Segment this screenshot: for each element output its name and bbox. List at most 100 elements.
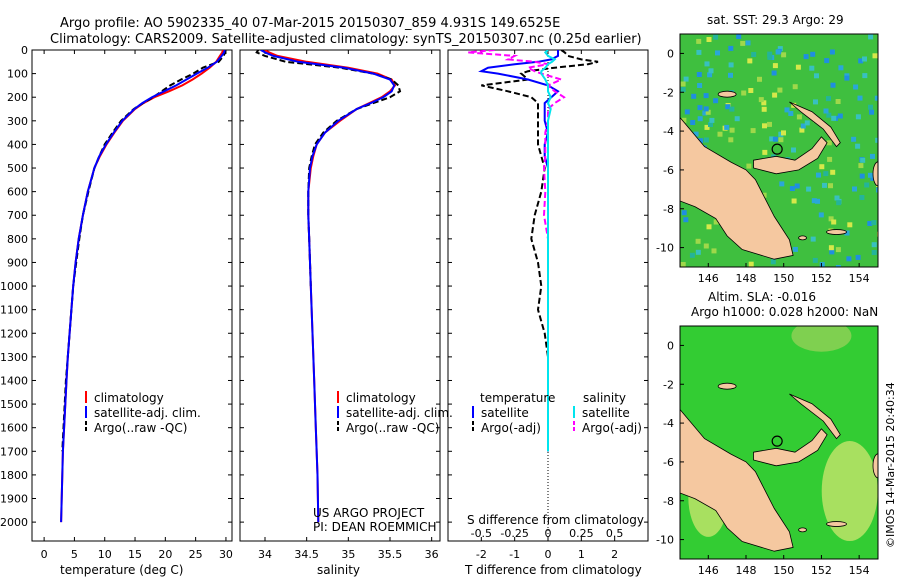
sst-cell: [696, 38, 702, 44]
series-line-satellite-adj-clim-: [260, 50, 396, 523]
x-tick-label: 10: [98, 548, 112, 561]
depth-tick-label: 200: [7, 91, 28, 104]
depth-tick-label: 700: [7, 209, 28, 222]
sst-cell: [822, 182, 827, 188]
lat-tick-label: 0: [667, 47, 674, 60]
lat-tick-label: -2: [663, 378, 674, 391]
sst-cell: [788, 111, 794, 116]
bougainville-land: [872, 161, 878, 187]
island-land: [826, 521, 847, 527]
sst-cell: [767, 121, 772, 127]
sla-map-title: Altim. SLA: -0.016: [708, 290, 816, 304]
sst-cell: [778, 131, 784, 137]
sst-cell: [862, 73, 868, 79]
sst-cell: [748, 261, 754, 267]
sst-cell: [767, 51, 773, 57]
sst-cell: [871, 242, 877, 248]
sst-cell: [828, 245, 834, 251]
temperature-panel-frame: [31, 49, 233, 542]
sst-cell: [871, 220, 877, 226]
sst-cell: [852, 186, 857, 192]
sst-cell: [784, 107, 790, 113]
sst-cell: [680, 262, 686, 267]
sst-cell: [819, 164, 825, 170]
sst-cell: [703, 106, 709, 112]
sla-map-frame: [679, 325, 879, 560]
sst-cell: [809, 65, 815, 71]
sst-cell: [791, 147, 796, 153]
argo-position-marker: [771, 435, 783, 447]
sst-cell: [697, 116, 703, 122]
sst-cell: [772, 92, 778, 98]
sst-cell: [872, 53, 878, 59]
sst-cell: [757, 76, 762, 82]
sst-cell: [827, 156, 833, 162]
sst-map-frame: [679, 33, 879, 268]
new-britain-land: [753, 428, 828, 467]
sst-cell: [829, 49, 835, 55]
legend-label-sal-satellite: satellite: [582, 406, 630, 420]
pi-annotation: PI: DEAN ROEMMICH: [313, 520, 436, 534]
depth-tick-label: 500: [7, 162, 28, 175]
depth-tick-label: 300: [7, 115, 28, 128]
sst-cell: [734, 116, 740, 122]
x-tick-label: 0: [41, 548, 48, 561]
sst-cell: [781, 52, 787, 58]
lon-tick-label: 152: [811, 564, 832, 577]
sst-cell: [729, 127, 735, 133]
sst-cell: [855, 143, 861, 149]
argo-position-marker: [771, 143, 783, 155]
new-ireland-land: [789, 393, 841, 440]
sst-cell: [813, 99, 818, 105]
sst-cell: [703, 243, 709, 249]
x-tick-label: 35: [341, 548, 355, 561]
sst-cell: [810, 51, 816, 57]
sst-cell: [870, 175, 876, 181]
sst-cell: [771, 70, 777, 76]
sst-cell: [762, 123, 767, 129]
lat-tick-label: -4: [663, 417, 674, 430]
lat-tick-label: -10: [656, 534, 674, 547]
sst-cell: [826, 96, 831, 102]
lat-tick-label: -8: [663, 495, 674, 508]
header-line1: Argo profile: AO 5902335_40 07-Mar-2015 …: [60, 16, 560, 31]
sst-cell: [831, 219, 837, 225]
sla-high-patch: [791, 326, 852, 352]
sst-cell: [874, 95, 878, 101]
sst-cell: [851, 136, 857, 142]
depth-tick-label: 1600: [0, 422, 28, 435]
sst-cell: [826, 140, 832, 146]
lon-tick-label: 148: [736, 564, 757, 577]
sst-cell: [858, 163, 864, 169]
sla-map: [680, 326, 878, 559]
depth-tick-label: 1300: [0, 351, 28, 364]
lat-tick-label: -4: [663, 125, 674, 138]
sst-cell: [829, 249, 835, 255]
sst-cell: [846, 256, 852, 262]
sst-cell: [772, 63, 778, 69]
difference-legend: temperature salinity satellite Argo(-adj…: [472, 391, 642, 435]
series-line-satellite-adj-clim-: [60, 50, 226, 523]
sst-cell: [794, 183, 800, 189]
sst-cell: [867, 172, 873, 178]
difference-series: [467, 50, 599, 541]
sst-cell: [706, 224, 712, 230]
sst-map-axes: 146 148 150 152 154 0 -2 -4 -6 -8 -10: [656, 47, 870, 285]
sla-map-subtitle: Argo h1000: 0.028 h2000: NaN: [691, 305, 878, 319]
sst-cell: [811, 198, 817, 204]
legend-title-temperature: temperature: [480, 391, 555, 405]
salinity-xlabel: salinity: [317, 563, 360, 577]
sst-cell: [862, 56, 867, 62]
depth-tick-label: 1200: [0, 327, 28, 340]
sst-cell: [683, 217, 689, 223]
sst-cell: [761, 192, 767, 198]
sst-cell: [695, 249, 701, 255]
sst-cell: [795, 64, 801, 70]
sst-cell: [681, 117, 687, 123]
sst-cell: [819, 262, 825, 267]
sst-cell: [824, 58, 830, 64]
lat-tick-label: -6: [663, 164, 674, 177]
sst-cell: [781, 130, 786, 136]
